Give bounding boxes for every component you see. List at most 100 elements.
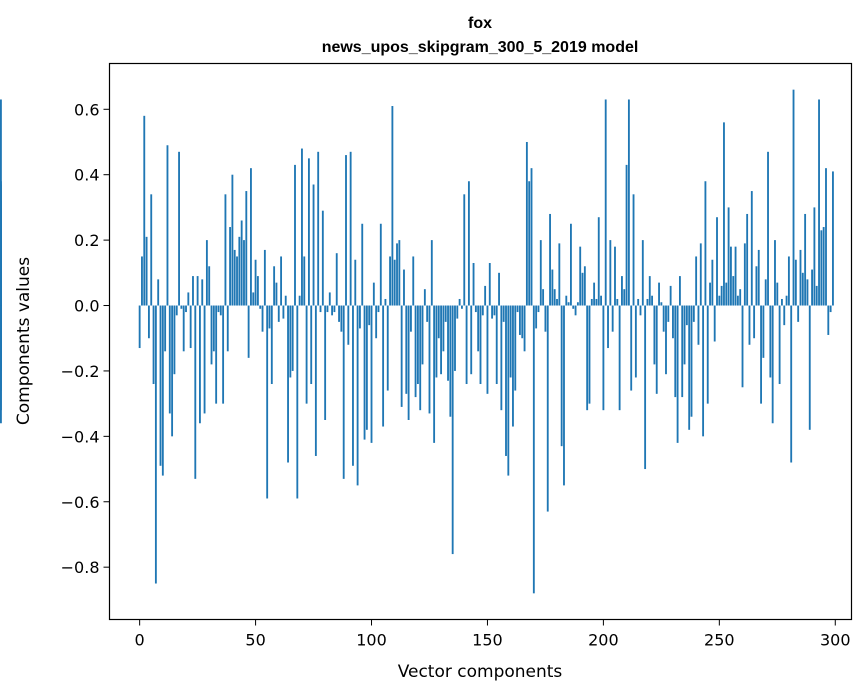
bar: [143, 115, 146, 306]
bar: [458, 298, 461, 306]
bar: [263, 249, 266, 306]
bar: [797, 305, 800, 322]
y-tick-label: −0.8: [61, 558, 100, 577]
bar: [706, 305, 709, 404]
bar: [405, 305, 408, 394]
bar: [688, 305, 691, 430]
bar: [345, 155, 347, 306]
bar: [498, 272, 500, 306]
bar: [750, 191, 753, 306]
bar: [627, 99, 630, 306]
bar: [597, 217, 600, 306]
bar: [326, 305, 329, 313]
bar: [637, 298, 640, 306]
bar: [210, 305, 213, 365]
bar: [298, 295, 301, 306]
bar: [310, 305, 313, 385]
bar: [553, 289, 556, 306]
bar: [672, 305, 674, 339]
bar: [486, 305, 489, 394]
bar: [491, 305, 494, 319]
bar: [614, 246, 616, 306]
bar: [145, 236, 148, 306]
bar: [718, 295, 721, 306]
bar: [811, 269, 813, 306]
bar: [479, 305, 482, 385]
bar: [410, 305, 412, 332]
bar: [488, 263, 491, 306]
bar: [537, 305, 540, 313]
bar: [785, 295, 788, 306]
bar: [361, 223, 364, 306]
bar: [699, 243, 702, 306]
bar: [454, 305, 456, 371]
bar: [484, 285, 487, 306]
bar: [226, 305, 229, 352]
bar: [755, 266, 758, 306]
bar: [245, 191, 248, 306]
bar: [778, 305, 781, 385]
bar: [702, 305, 705, 437]
bar: [549, 213, 551, 306]
bar: [625, 164, 628, 306]
bar: [725, 282, 728, 306]
bar: [161, 305, 164, 476]
bar: [215, 305, 218, 404]
bar: [542, 289, 545, 306]
bar: [630, 305, 633, 391]
bar: [776, 282, 779, 306]
bar: [386, 305, 389, 391]
bar: [403, 269, 405, 306]
bar: [416, 305, 419, 385]
bar: [240, 220, 243, 306]
bar: [787, 256, 790, 306]
bar: [474, 305, 477, 313]
bar: [340, 305, 343, 332]
bar: [173, 305, 176, 375]
bar: [261, 305, 264, 332]
bar: [467, 181, 470, 306]
bar: [530, 168, 533, 306]
bar: [676, 305, 679, 443]
bar: [212, 305, 215, 352]
bar: [692, 305, 695, 322]
bar: [338, 305, 340, 322]
y-tick-label: 0.0: [74, 297, 99, 316]
bar: [414, 305, 417, 398]
bar: [720, 285, 723, 306]
bar: [665, 305, 667, 375]
bar: [683, 305, 686, 365]
bar: [808, 305, 811, 430]
bar: [509, 305, 512, 378]
bar: [365, 305, 368, 430]
bar: [593, 282, 596, 306]
bar: [321, 210, 324, 306]
y-tick-label: −0.4: [61, 427, 100, 446]
bar: [407, 305, 410, 420]
bar: [716, 217, 718, 306]
bar: [328, 292, 331, 306]
bar: [291, 305, 294, 371]
bar: [662, 305, 665, 332]
y-tick-label: 0.4: [74, 166, 99, 185]
bar: [481, 305, 484, 316]
bar: [352, 305, 354, 466]
bar: [256, 276, 259, 306]
bar: [305, 305, 308, 404]
bar: [363, 305, 366, 440]
bar: [632, 194, 635, 306]
bar: [472, 263, 475, 306]
bar: [180, 305, 183, 309]
bar: [356, 305, 359, 486]
bar: [243, 240, 245, 306]
bar: [208, 266, 211, 306]
bar: [781, 298, 783, 306]
bar: [514, 305, 517, 391]
bar: [189, 305, 192, 349]
bar: [667, 305, 670, 322]
bar: [655, 305, 658, 394]
bar: [574, 305, 577, 316]
y-tick-label: 0.6: [74, 100, 99, 119]
bar: [159, 305, 162, 466]
